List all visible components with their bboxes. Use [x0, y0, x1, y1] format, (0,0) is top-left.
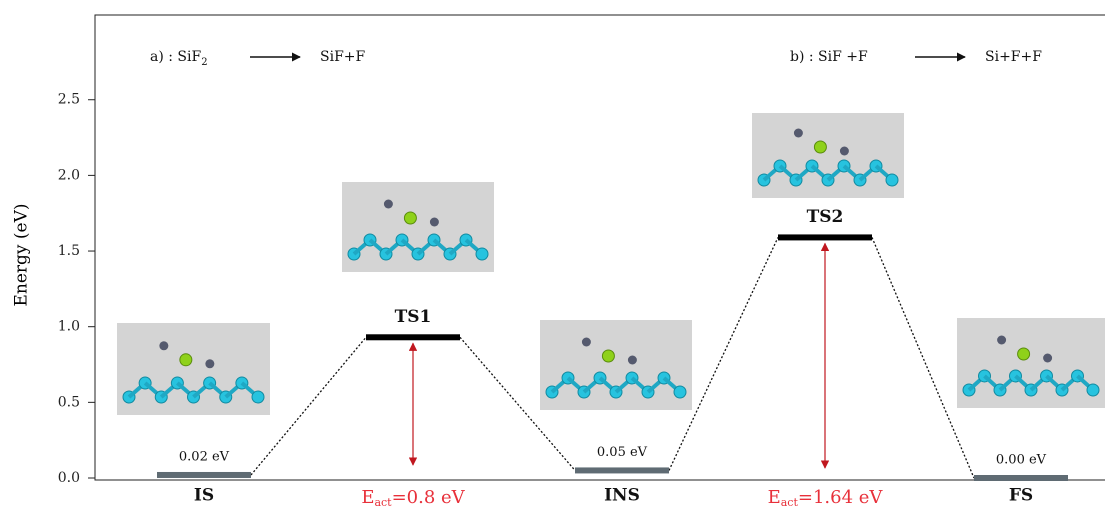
- activation-label: Eact=0.8 eV: [361, 487, 465, 509]
- connector: [668, 237, 779, 471]
- y-tick-label: 2.5: [58, 92, 80, 108]
- f-atom: [581, 337, 591, 347]
- f-atom: [205, 359, 215, 369]
- activation-label: Eact=1.64 eV: [768, 487, 884, 509]
- connector: [459, 336, 576, 471]
- activation-main: E: [768, 487, 781, 508]
- si-atom: [885, 173, 899, 187]
- structure-inset: [957, 318, 1105, 408]
- y-tick-label: 0.0: [58, 470, 80, 486]
- reaction-product: SiF+F: [320, 49, 366, 65]
- value-label: 0.00 eV: [996, 453, 1047, 468]
- activation-rest: =0.8 eV: [392, 487, 466, 508]
- energy-level: [778, 234, 872, 241]
- si-atom-top: [403, 211, 417, 225]
- si-atom-top: [179, 353, 193, 367]
- structure-inset: [752, 113, 904, 198]
- f-atom: [997, 335, 1007, 345]
- connector: [871, 237, 975, 479]
- state-label: TS1: [395, 307, 432, 327]
- reactant-main: b) : SiF +F: [790, 49, 868, 65]
- connector: [250, 336, 367, 476]
- y-tick-label: 1.5: [58, 243, 80, 259]
- reactant-sub: 2: [201, 57, 207, 68]
- activation-sub: act: [374, 496, 392, 509]
- si-atom-top: [813, 140, 827, 154]
- si-atom: [1086, 383, 1100, 397]
- structure-inset: [342, 182, 494, 272]
- plot-frame: [94, 14, 1105, 481]
- y-axis-label: Energy (eV): [12, 203, 32, 306]
- structure-inset: [117, 323, 270, 415]
- state-label: FS: [1009, 486, 1033, 506]
- si-atom-top: [601, 349, 615, 363]
- f-atom: [429, 217, 439, 227]
- y-tick-label: 1.0: [58, 319, 80, 335]
- activation-sub: act: [781, 496, 799, 509]
- state-label: INS: [604, 486, 640, 506]
- reaction-reactant: b) : SiF +F: [790, 49, 868, 65]
- y-tick-label: 0.5: [58, 394, 80, 410]
- value-label: 0.02 eV: [179, 449, 230, 464]
- energy-level: [157, 471, 251, 478]
- y-tick-label: 2.0: [58, 167, 80, 183]
- structure-inset: [540, 320, 692, 410]
- si-atom: [673, 385, 687, 399]
- energy-level: [974, 475, 1068, 481]
- reaction-product: Si+F+F: [985, 49, 1042, 65]
- energy-level: [366, 334, 460, 341]
- activation-rest: =1.64 eV: [798, 487, 884, 508]
- reaction-reactant: a) : SiF2: [150, 49, 208, 68]
- f-atom: [627, 355, 637, 365]
- value-label: 0.05 eV: [597, 445, 648, 460]
- reactant-main: a) : SiF: [150, 49, 201, 65]
- si-atom: [251, 390, 265, 404]
- f-atom: [1043, 353, 1053, 363]
- state-label: TS2: [807, 207, 844, 227]
- energy-level: [575, 467, 669, 474]
- state-label: IS: [194, 486, 214, 506]
- f-atom: [793, 128, 803, 138]
- f-atom: [383, 199, 393, 209]
- f-atom: [839, 146, 849, 156]
- activation-main: E: [361, 487, 374, 508]
- f-atom: [159, 341, 169, 351]
- si-atom: [475, 247, 489, 261]
- si-atom-top: [1017, 347, 1031, 361]
